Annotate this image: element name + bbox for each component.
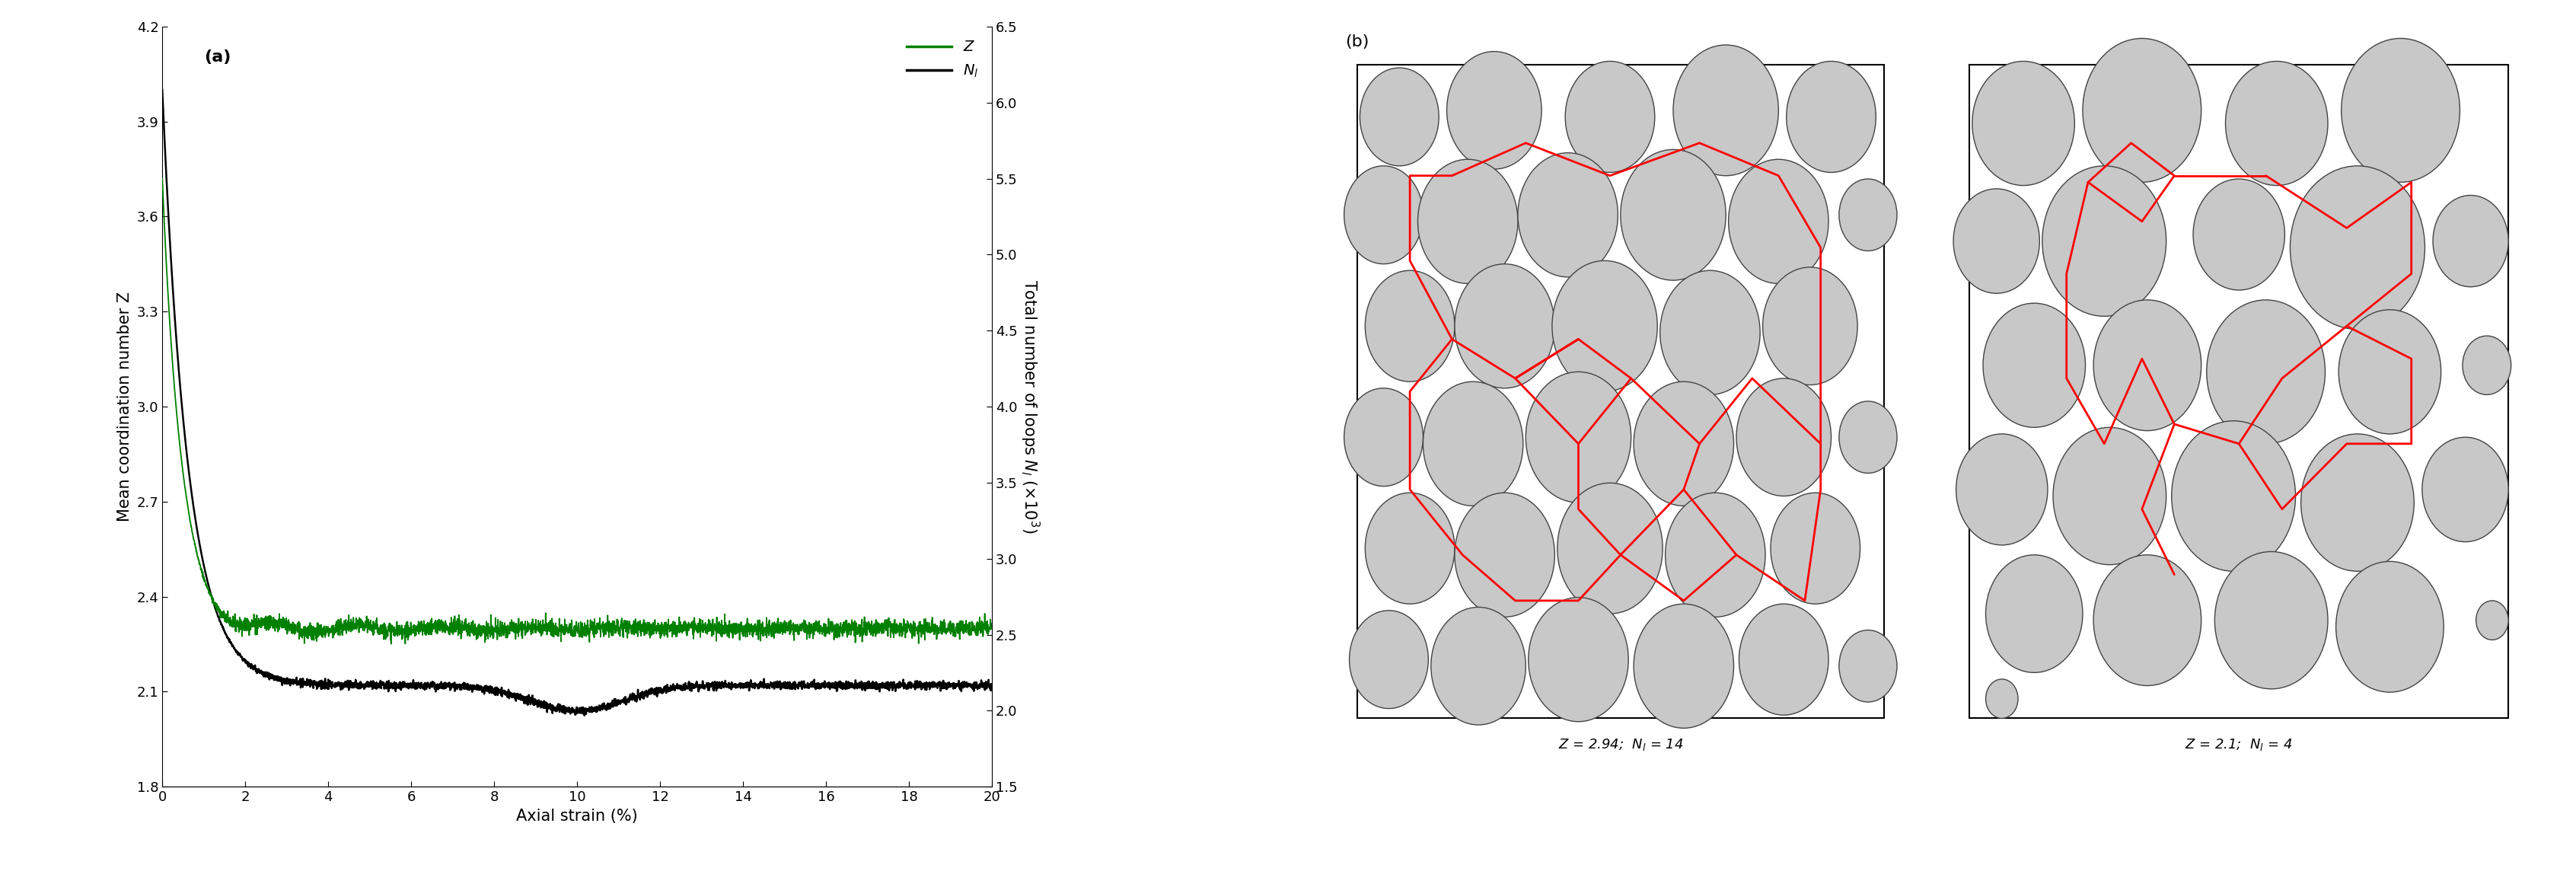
Ellipse shape xyxy=(1455,264,1556,388)
Ellipse shape xyxy=(1839,401,1896,473)
Ellipse shape xyxy=(1350,611,1427,709)
Ellipse shape xyxy=(2081,38,2202,182)
Ellipse shape xyxy=(1360,68,1440,166)
Ellipse shape xyxy=(1558,483,1662,613)
Ellipse shape xyxy=(2342,38,2460,182)
Ellipse shape xyxy=(2336,561,2445,692)
Ellipse shape xyxy=(1430,607,1525,725)
Ellipse shape xyxy=(2053,427,2166,565)
Ellipse shape xyxy=(1633,382,1734,506)
Ellipse shape xyxy=(1736,378,1832,496)
Ellipse shape xyxy=(1839,179,1896,251)
Ellipse shape xyxy=(2192,179,2285,290)
Ellipse shape xyxy=(2226,61,2329,186)
Ellipse shape xyxy=(1620,149,1726,280)
Y-axis label: Total number of loops $N_l$ ($\times10^3$): Total number of loops $N_l$ ($\times10^3… xyxy=(1018,279,1041,534)
Ellipse shape xyxy=(1417,159,1517,284)
Ellipse shape xyxy=(2300,434,2414,571)
Ellipse shape xyxy=(1633,604,1734,728)
Legend: $Z$, $N_l$: $Z$, $N_l$ xyxy=(902,34,984,86)
Ellipse shape xyxy=(2339,309,2442,434)
Ellipse shape xyxy=(1955,434,2048,545)
FancyBboxPatch shape xyxy=(1971,65,2509,719)
Ellipse shape xyxy=(1528,598,1628,721)
X-axis label: Axial strain (%): Axial strain (%) xyxy=(515,808,639,824)
Ellipse shape xyxy=(1345,166,1422,264)
Ellipse shape xyxy=(1448,51,1540,169)
Ellipse shape xyxy=(1365,492,1455,604)
Y-axis label: Mean coordination number Z: Mean coordination number Z xyxy=(118,292,131,522)
Ellipse shape xyxy=(2043,166,2166,316)
Text: (b): (b) xyxy=(1345,34,1368,50)
Ellipse shape xyxy=(1553,261,1656,392)
Ellipse shape xyxy=(1728,159,1829,284)
Ellipse shape xyxy=(1455,492,1556,617)
Ellipse shape xyxy=(1674,45,1777,176)
Ellipse shape xyxy=(2463,336,2512,394)
Ellipse shape xyxy=(1517,153,1618,277)
Text: (a): (a) xyxy=(204,50,232,65)
Ellipse shape xyxy=(1739,604,1829,715)
Ellipse shape xyxy=(1839,630,1896,702)
Ellipse shape xyxy=(1785,61,1875,172)
Ellipse shape xyxy=(1984,303,2087,427)
Ellipse shape xyxy=(1762,267,1857,385)
Ellipse shape xyxy=(1659,271,1759,394)
Ellipse shape xyxy=(1953,189,2040,293)
Ellipse shape xyxy=(1986,679,2017,719)
Ellipse shape xyxy=(1986,555,2081,673)
Ellipse shape xyxy=(1345,388,1422,486)
Ellipse shape xyxy=(1973,61,2074,186)
Ellipse shape xyxy=(2208,300,2326,444)
FancyBboxPatch shape xyxy=(1358,65,1883,719)
Ellipse shape xyxy=(1525,372,1631,503)
Ellipse shape xyxy=(2432,195,2509,286)
Ellipse shape xyxy=(1770,492,1860,604)
Ellipse shape xyxy=(2476,600,2509,640)
Ellipse shape xyxy=(1365,271,1455,382)
Text: $Z$ = 2.94;  $N_l$ = 14: $Z$ = 2.94; $N_l$ = 14 xyxy=(1558,737,1682,752)
Ellipse shape xyxy=(2215,552,2329,689)
Ellipse shape xyxy=(2172,421,2295,571)
Text: $Z$ = 2.1;  $N_l$ = 4: $Z$ = 2.1; $N_l$ = 4 xyxy=(2184,737,2293,752)
Ellipse shape xyxy=(2094,555,2202,686)
Ellipse shape xyxy=(2290,166,2424,330)
Ellipse shape xyxy=(2421,438,2509,542)
Ellipse shape xyxy=(1422,382,1522,506)
Ellipse shape xyxy=(2094,300,2202,431)
Ellipse shape xyxy=(1664,492,1765,617)
Ellipse shape xyxy=(1566,61,1654,172)
